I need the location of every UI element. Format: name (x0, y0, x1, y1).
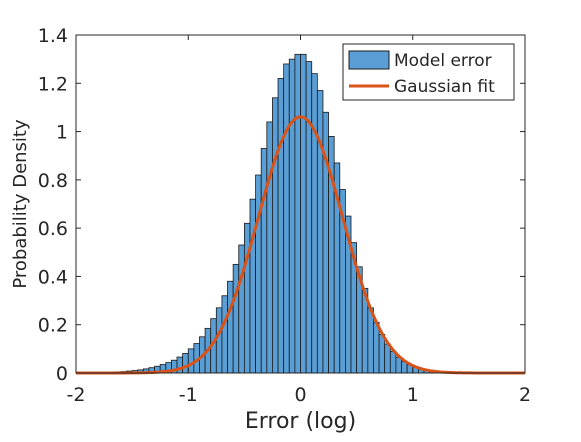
histogram-bar (261, 148, 267, 373)
y-tick-label: 1 (56, 122, 68, 144)
histogram-bar (272, 98, 278, 373)
histogram-bar (188, 349, 194, 373)
histogram-bar (368, 308, 374, 373)
x-tick-label: 2 (519, 384, 531, 406)
histogram-bar (396, 357, 402, 373)
histogram-bar (228, 281, 234, 373)
y-tick-label: 0 (56, 363, 68, 385)
histogram-bar (216, 308, 222, 373)
x-tick-label: -1 (179, 384, 198, 406)
histogram-bar (278, 78, 284, 373)
histogram-bar (239, 245, 245, 373)
y-tick-label: 1.2 (38, 73, 68, 95)
histogram-bar (284, 64, 290, 373)
x-axis-label: Error (log) (245, 409, 356, 434)
histogram-bar (183, 353, 189, 373)
histogram-bar (379, 334, 385, 373)
histogram-bar (295, 54, 301, 373)
histogram-bar (312, 74, 318, 373)
y-tick-label: 0.4 (38, 266, 68, 288)
x-tick-label: -2 (67, 384, 86, 406)
histogram-bar (317, 91, 323, 373)
histogram-bar (390, 351, 396, 373)
legend-label-model-error: Model error (394, 51, 492, 71)
histogram-bar (233, 264, 239, 373)
y-tick-label: 0.6 (38, 218, 68, 240)
x-tick-label: 1 (407, 384, 419, 406)
y-tick-label: 0.2 (38, 315, 68, 337)
histogram-bar (267, 122, 273, 373)
y-axis-label: Probability Density (10, 119, 31, 289)
histogram-bar (301, 54, 307, 373)
legend-swatch-model-error (349, 51, 389, 69)
histogram-bar (222, 296, 228, 373)
histogram-bar (385, 344, 391, 373)
x-tick-label: 0 (294, 384, 306, 406)
histogram-bar (373, 322, 379, 373)
histogram-bar (306, 62, 312, 373)
y-tick-label: 1.4 (38, 25, 68, 47)
histogram-bars (76, 54, 525, 373)
histogram-bar (289, 59, 295, 373)
legend: Model error Gaussian fit (343, 44, 514, 100)
y-tick-label: 0.8 (38, 170, 68, 192)
legend-label-gaussian-fit: Gaussian fit (394, 77, 495, 97)
